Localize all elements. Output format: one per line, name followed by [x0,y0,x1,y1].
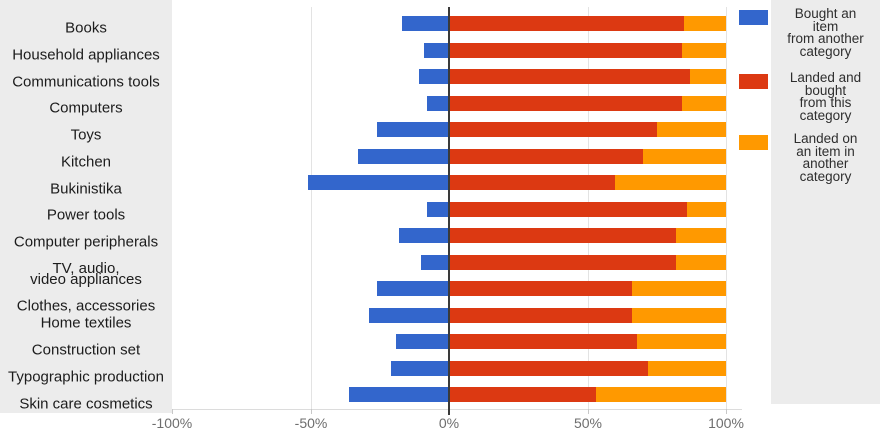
bar-segment-landed-bought[interactable] [449,228,676,243]
axis-tick [311,409,312,414]
zero-axis-line [448,7,450,415]
bar-segment-landed-bought[interactable] [449,69,690,84]
gridline [311,7,312,409]
bar-segment-landed-bought[interactable] [449,202,687,217]
bar-segment-bought-another[interactable] [427,202,449,217]
bar-segment-landed-another[interactable] [687,202,726,217]
bar-segment-bought-another[interactable] [369,308,449,323]
bar-segment-bought-another[interactable] [424,43,449,58]
category-label: Kitchen [60,153,112,171]
bar-segment-landed-another[interactable] [676,228,726,243]
legend-swatch[interactable] [739,135,768,150]
legend-item-label[interactable]: Landed and bought from this category [789,70,862,123]
x-tick-label: -100% [151,415,193,431]
bar-segment-landed-another[interactable] [632,308,726,323]
axis-tick [588,409,589,414]
bar-segment-bought-another[interactable] [308,175,449,190]
category-label: Household appliances [12,46,160,64]
bar-segment-landed-bought[interactable] [449,149,643,164]
category-label: Clothes, accessories [16,297,156,315]
bar-segment-landed-another[interactable] [632,281,726,296]
bar-segment-landed-bought[interactable] [449,96,682,111]
category-label: Power tools [46,206,126,224]
bar-segment-bought-another[interactable] [358,149,449,164]
bar-segment-bought-another[interactable] [421,255,449,270]
legend-swatch[interactable] [739,74,768,89]
gridline [726,7,727,409]
bar-segment-landed-bought[interactable] [449,175,615,190]
category-panel [0,0,172,413]
bar-segment-landed-bought[interactable] [449,16,684,31]
x-tick-label: -50% [294,415,328,431]
bar-segment-bought-another[interactable] [427,96,449,111]
bar-segment-landed-another[interactable] [637,334,726,349]
x-tick-label: 0% [438,415,460,431]
category-label: Toys [70,126,102,144]
legend-panel [771,0,880,404]
bar-segment-landed-bought[interactable] [449,43,682,58]
bar-segment-bought-another[interactable] [399,228,449,243]
bar-segment-landed-bought[interactable] [449,122,657,137]
bar-segment-landed-another[interactable] [684,16,726,31]
category-label: TV, audio, video appliances [30,260,142,288]
x-tick-label: 50% [573,415,603,431]
bar-segment-landed-bought[interactable] [449,281,632,296]
legend-item-label[interactable]: Landed on an item in another category [793,131,858,184]
bar-segment-landed-another[interactable] [596,387,726,402]
legend-item-label[interactable]: Bought an item from another category [787,6,864,59]
bar-segment-landed-another[interactable] [643,149,726,164]
bar-segment-bought-another[interactable] [377,122,449,137]
bar-segment-landed-another[interactable] [690,69,726,84]
category-label: Computers [49,99,123,117]
bar-segment-landed-another[interactable] [657,122,726,137]
axis-tick [172,409,173,414]
bar-segment-landed-bought[interactable] [449,334,637,349]
bar-segment-landed-bought[interactable] [449,387,596,402]
bar-segment-bought-another[interactable] [377,281,449,296]
category-label: Skin care cosmetics [19,395,153,413]
bar-segment-landed-another[interactable] [615,175,726,190]
bar-segment-bought-another[interactable] [396,334,449,349]
legend-swatch[interactable] [739,9,768,25]
category-label: Communications tools [12,73,160,91]
bar-segment-landed-another[interactable] [682,96,726,111]
category-label: Construction set [31,341,141,359]
bar-segment-landed-bought[interactable] [449,308,632,323]
axis-tick [726,409,727,414]
bar-segment-bought-another[interactable] [391,361,449,376]
bar-segment-landed-another[interactable] [648,361,726,376]
category-label: Home textiles [40,314,132,332]
category-label: Computer peripherals [13,233,159,251]
bar-segment-landed-bought[interactable] [449,361,648,376]
bar-segment-bought-another[interactable] [419,69,449,84]
category-label: Typographic production [8,368,164,386]
bar-segment-bought-another[interactable] [402,16,449,31]
bar-segment-landed-bought[interactable] [449,255,676,270]
category-label: Bukinistika [50,180,122,198]
category-label: Books [65,19,107,37]
bar-segment-landed-another[interactable] [676,255,726,270]
x-tick-label: 100% [708,415,744,431]
bar-segment-landed-another[interactable] [682,43,726,58]
bar-segment-bought-another[interactable] [349,387,449,402]
x-axis-baseline [172,409,742,410]
